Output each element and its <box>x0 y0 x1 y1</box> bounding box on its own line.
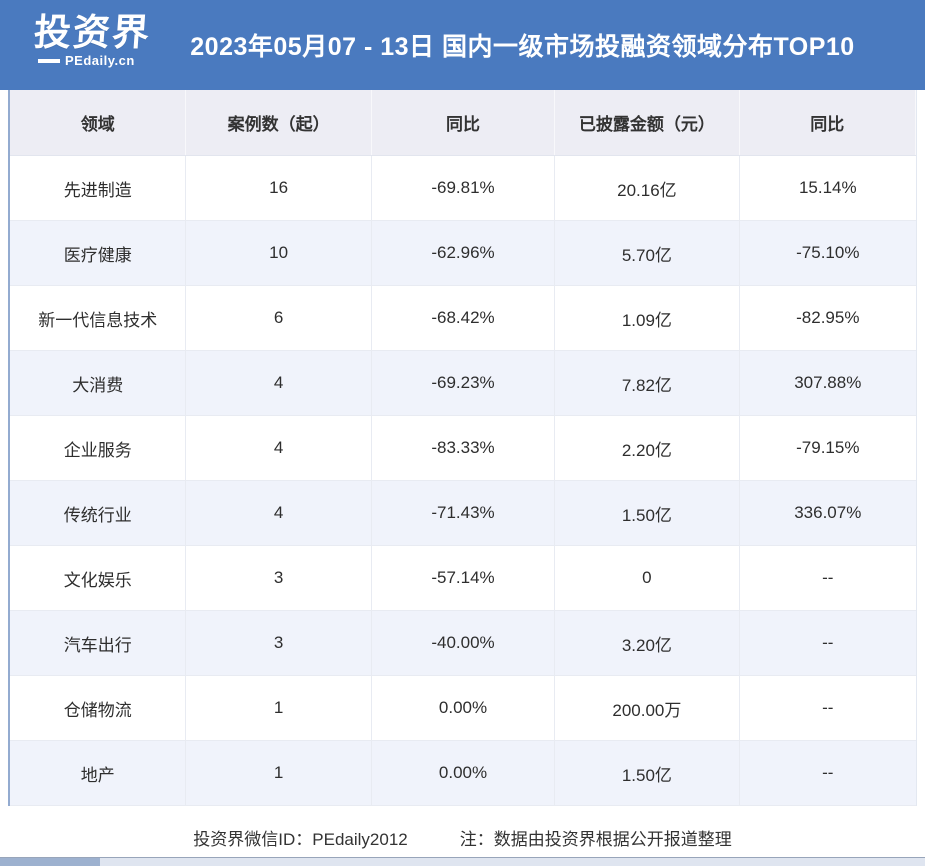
column-header-disclosed-amount: 已披露金额（元） <box>555 90 740 155</box>
table-cell: -69.23% <box>372 351 556 415</box>
table-row: 大消费 4 -69.23% 7.82亿 307.88% <box>10 351 916 416</box>
column-header-yoy-amount: 同比 <box>740 90 916 155</box>
logo-brand-text: 投资界 <box>32 12 153 53</box>
footer: 投资界微信ID：PEdaily2012 注：数据由投资界根据公开报道整理 <box>0 806 925 866</box>
table-cell: 新一代信息技术 <box>10 286 187 350</box>
table-cell: 4 <box>186 416 372 480</box>
table-cell: 3 <box>186 546 372 610</box>
table-cell: 1.50亿 <box>555 481 740 545</box>
table-cell: 336.07% <box>794 503 862 522</box>
table-cell: 大消费 <box>10 351 187 415</box>
table-cell: 仓储物流 <box>10 676 187 740</box>
page-title: 2023年05月07 - 13日 国内一级市场投融资领域分布TOP10 <box>190 33 855 61</box>
table-cell: -- <box>822 763 834 782</box>
table-cell: -71.43% <box>372 481 556 545</box>
logo-subbrand-text: PEdaily.cn <box>65 53 135 68</box>
table-cell: 传统行业 <box>10 481 187 545</box>
column-header-field: 领域 <box>10 90 187 155</box>
table-cell: 企业服务 <box>10 416 187 480</box>
table-cell: 10 <box>186 221 372 285</box>
table-cell: 200.00万 <box>555 676 740 740</box>
table-cell: 4 <box>186 351 372 415</box>
table-row: 先进制造 16 -69.81% 20.16亿 15.14% <box>10 156 916 221</box>
table-cell: 汽车出行 <box>10 611 187 675</box>
table-cell: 1 <box>186 741 372 805</box>
top10-table: 领域 案例数（起） 同比 已披露金额（元） 同比 先进制造 16 -69.81%… <box>8 90 917 806</box>
next-section-corner <box>0 858 100 866</box>
table-cell: 16 <box>186 156 372 220</box>
table-cell: -- <box>822 633 834 652</box>
table-row: 企业服务 4 -83.33% 2.20亿 -79.15% <box>10 416 916 481</box>
table-cell: 0.00% <box>372 741 556 805</box>
table-cell: -83.33% <box>372 416 556 480</box>
table-cell: 先进制造 <box>10 156 187 220</box>
table-cell: 7.82亿 <box>555 351 740 415</box>
table-row: 仓储物流 1 0.00% 200.00万 -- <box>10 676 916 741</box>
table-cell: 文化娱乐 <box>10 546 187 610</box>
table-cell: 307.88% <box>794 373 862 392</box>
column-header-yoy-cases: 同比 <box>372 90 556 155</box>
table-cell: -68.42% <box>372 286 556 350</box>
table-cell: -62.96% <box>372 221 556 285</box>
table-cell: -69.81% <box>372 156 556 220</box>
table-cell: -79.15% <box>796 438 860 457</box>
table-cell: 20.16亿 <box>555 156 740 220</box>
table-cell: 15.14% <box>798 178 857 197</box>
logo-underline-bar <box>38 58 60 63</box>
table-row: 汽车出行 3 -40.00% 3.20亿 -- <box>10 611 916 676</box>
source-note-text: 注：数据由投资界根据公开报道整理 <box>459 830 732 849</box>
next-section-edge <box>0 857 925 866</box>
table-row: 新一代信息技术 6 -68.42% 1.09亿 -82.95% <box>10 286 916 351</box>
pedaily-logo: 投资界 PEdaily.cn <box>32 12 164 68</box>
table-row: 地产 1 0.00% 1.50亿 -- <box>10 741 916 806</box>
table-row: 传统行业 4 -71.43% 1.50亿 336.07% <box>10 481 916 546</box>
table-cell: 医疗健康 <box>10 221 187 285</box>
table-header-row: 领域 案例数（起） 同比 已披露金额（元） 同比 <box>10 90 916 156</box>
table-cell: -- <box>822 698 834 717</box>
table-cell: -82.95% <box>796 308 860 327</box>
table-cell: -75.10% <box>796 243 860 262</box>
table-cell: 2.20亿 <box>555 416 740 480</box>
table-cell: 3 <box>186 611 372 675</box>
banner: 投资界 PEdaily.cn 2023年05月07 - 13日 国内一级市场投融… <box>0 0 925 90</box>
table-cell: 6 <box>186 286 372 350</box>
table-cell: 0.00% <box>372 676 556 740</box>
table-row: 文化娱乐 3 -57.14% 0 -- <box>10 546 916 611</box>
table-cell: 5.70亿 <box>555 221 740 285</box>
wechat-id-text: 投资界微信ID：PEdaily2012 <box>193 830 408 849</box>
table-cell: 3.20亿 <box>555 611 740 675</box>
table-cell: 地产 <box>10 741 187 805</box>
table-body: 先进制造 16 -69.81% 20.16亿 15.14% 医疗健康 10 -6… <box>10 156 916 806</box>
table-cell: -- <box>822 568 834 587</box>
table-cell: -57.14% <box>372 546 556 610</box>
table-cell: 1.09亿 <box>555 286 740 350</box>
table-cell: 1 <box>186 676 372 740</box>
table-row: 医疗健康 10 -62.96% 5.70亿 -75.10% <box>10 221 916 286</box>
table-cell: 4 <box>186 481 372 545</box>
table-cell: -40.00% <box>372 611 556 675</box>
table-cell: 1.50亿 <box>555 741 740 805</box>
column-header-case-count: 案例数（起） <box>186 90 372 155</box>
table-cell: 0 <box>555 546 740 610</box>
